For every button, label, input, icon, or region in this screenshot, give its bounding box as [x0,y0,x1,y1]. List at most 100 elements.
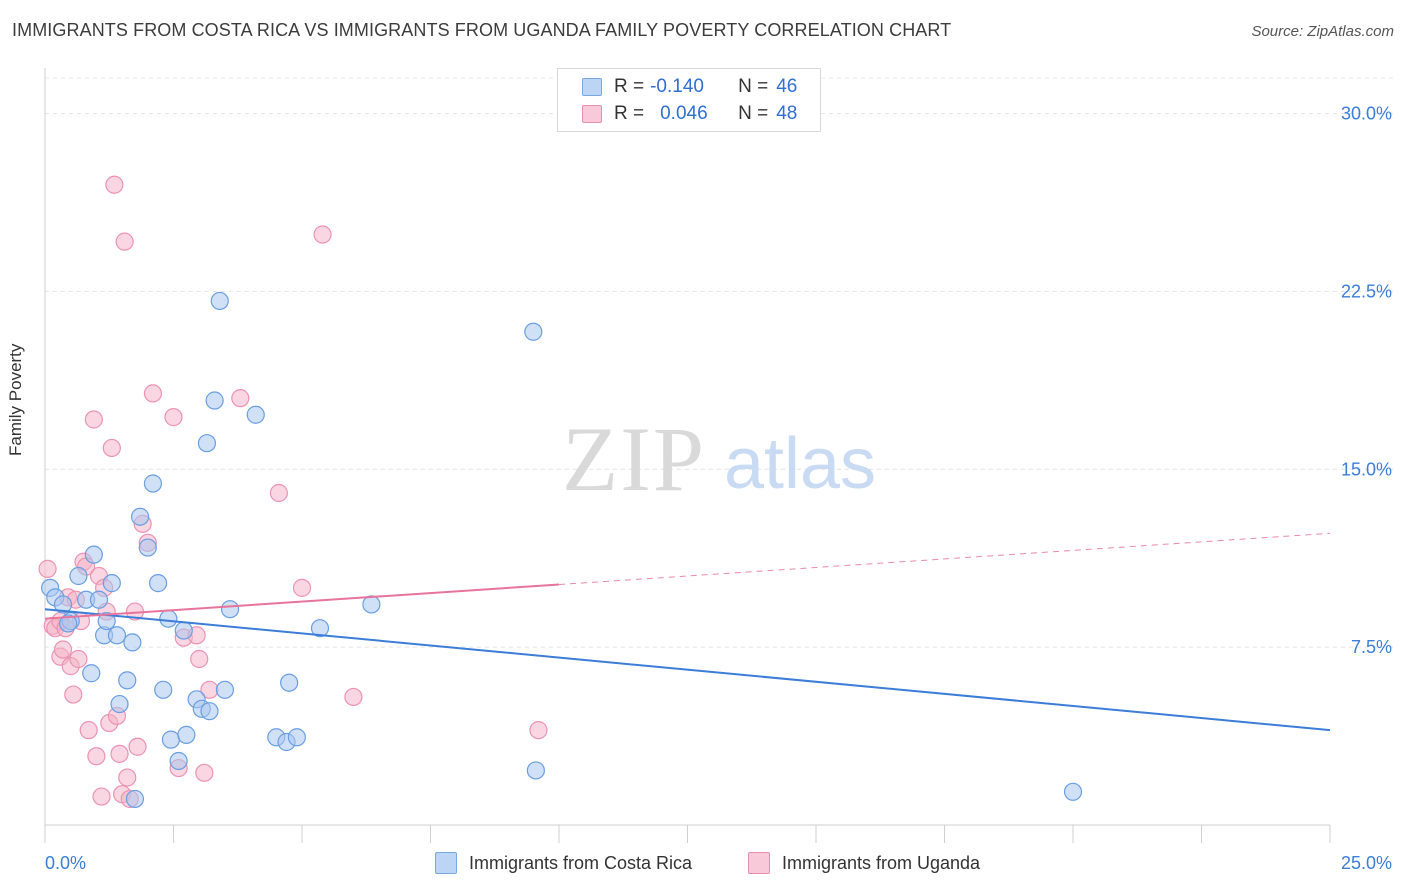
uganda-point [87,747,106,766]
uganda-point [195,763,214,782]
costa-rica-point [177,725,196,744]
watermark-zip: ZIP [562,408,706,510]
uganda-trend-line [44,583,560,620]
legend-row-costa-rica: R = -0.140 N = 46 [582,76,797,98]
costa-rica-point [205,391,224,410]
costa-rica-point [82,664,101,683]
y-axis-label: Family Poverty [6,343,25,456]
legend-n-value: 46 [776,76,798,97]
uganda-point [115,232,134,251]
uganda-points [38,175,548,809]
costa-rica-point [200,702,219,721]
watermark-atlas: atlas [724,424,876,504]
costa-rica-point [59,614,78,633]
costa-rica-point [102,574,121,593]
costa-rica-point [110,694,129,714]
series-label-uganda: Immigrants from Uganda [782,852,981,873]
legend-r-value: 0.046 [660,103,708,124]
y-tick-label: 22.5% [1341,281,1392,301]
costa-rica-point [143,474,163,493]
costa-rica-point [138,538,157,557]
costa-rica-point [53,595,73,614]
legend-row-uganda: R = 0.046 N = 48 [582,103,797,125]
costa-rica-point [280,673,299,692]
chart-title: IMMIGRANTS FROM COSTA RICA VS IMMIGRANTS… [12,20,952,40]
costa-rica-point [220,600,240,619]
costa-rica-point [89,590,109,609]
chart-source: Source: ZipAtlas.com [1251,23,1394,40]
costa-rica-point [97,611,116,631]
legend-r-label: R = [614,103,645,124]
stats-legend: R = -0.140 N = 46 R = 0.046 N = 48 [557,68,821,132]
legend-r-value: -0.140 [650,76,704,97]
uganda-point [84,410,103,429]
uganda-point [143,384,163,403]
costa-rica-point [154,680,173,699]
uganda-point [64,685,83,704]
uganda-point [105,175,124,194]
costa-rica-point [161,730,181,749]
y-tick-label: 15.0% [1341,459,1392,479]
series-legend-costa-rica: Immigrants from Costa Rica [435,852,692,874]
legend-n-value: 48 [776,103,798,124]
uganda-point [38,559,57,578]
legend-r-label: R = [614,76,645,97]
x-tick-labels: 0.0% 25.0% [45,853,1392,873]
costa-rica-point [1063,782,1083,801]
gridlines [45,77,1395,648]
legend-swatch-blue [582,78,602,96]
series-label-costa-rica: Immigrants from Costa Rica [469,852,693,873]
uganda-point [269,483,288,503]
y-tick-labels: 7.5% 15.0% 22.5% 30.0% [1341,104,1392,658]
costa-rica-point [159,609,178,628]
uganda-point [164,408,183,427]
legend-n-label: N = [738,103,769,124]
y-tick-label: 30.0% [1341,104,1392,124]
y-tick-label: 7.5% [1351,637,1392,657]
uganda-point [344,687,363,707]
uganda-point [292,578,312,597]
uganda-point [79,721,98,740]
trend-lines [44,532,1331,732]
uganda-point [128,737,147,756]
costa-rica-point [118,671,137,690]
legend-n-label: N = [738,76,769,97]
uganda-trend-line-dashed [558,532,1331,586]
costa-rica-point [310,619,330,638]
x-tick-label: 0.0% [45,853,86,873]
uganda-point [529,721,548,740]
series-swatch-pink [748,852,770,874]
axes [44,68,1331,843]
costa-rica-point [524,322,543,341]
uganda-point [110,744,129,763]
costa-rica-point [130,507,150,526]
costa-rica-point [107,626,127,645]
uganda-point [92,787,111,806]
costa-rica-point [148,574,168,593]
costa-rica-point [125,789,145,809]
costa-rica-point [526,761,545,780]
costa-rica-trend-line [44,608,1331,732]
costa-rica-point [197,434,217,453]
costa-rica-point [169,751,188,771]
costa-rica-point [287,728,306,747]
uganda-point [231,389,250,408]
costa-rica-point [123,633,142,652]
costa-rica-point [69,566,88,586]
legend-swatch-pink [582,105,602,123]
costa-rica-point [174,621,193,640]
costa-rica-points [41,291,1083,809]
costa-rica-point [362,595,381,614]
uganda-point [118,768,137,787]
uganda-point [53,640,73,659]
series-swatch-blue [435,852,457,874]
costa-rica-point [246,405,265,424]
uganda-point [313,225,332,244]
costa-rica-point [215,680,234,699]
costa-rica-point [210,291,229,311]
costa-rica-point [84,545,103,564]
uganda-point [69,649,88,669]
uganda-point [102,438,121,458]
uganda-point [190,649,209,669]
